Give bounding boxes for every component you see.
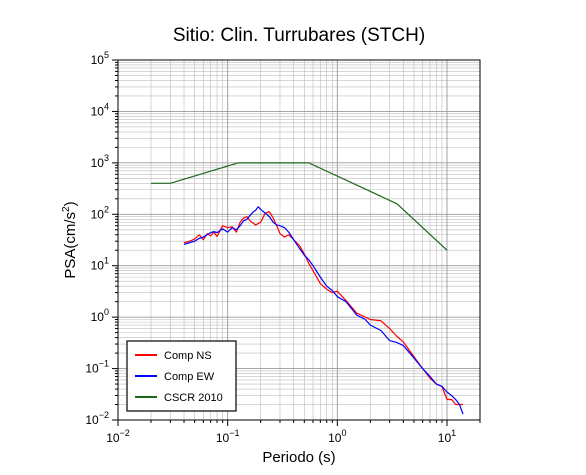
y-axis-label-sup: 2	[61, 206, 72, 212]
grid-minor	[118, 60, 481, 420]
legend-label: Comp EW	[164, 371, 215, 383]
series-line-cscr-2010	[151, 162, 448, 251]
y-axis-label-main: PSA(cm/s	[62, 212, 79, 279]
y-axis-label: PSA(cm/s2)	[61, 201, 79, 278]
y-tick-label: 104	[91, 101, 109, 118]
y-tick-label: 10−2	[85, 410, 109, 427]
y-axis-label-tail: )	[62, 201, 79, 206]
y-tick-label: 103	[91, 153, 109, 170]
legend: Comp NS Comp EW CSCR 2010	[126, 340, 237, 412]
legend-label: Comp NS	[164, 350, 212, 362]
legend-label: CSCR 2010	[164, 392, 223, 404]
y-tick-label: 105	[91, 50, 109, 67]
x-axis-ticks: 10−2 10−1 100 101	[106, 420, 481, 445]
x-tick-label: 100	[328, 428, 346, 445]
chart-title: Sitio: Clin. Turrubares (STCH)	[173, 25, 425, 46]
series-line-comp-ew	[183, 206, 464, 415]
y-tick-label: 102	[91, 204, 109, 221]
y-tick-label: 101	[91, 256, 109, 273]
x-tick-label: 10−2	[106, 428, 130, 445]
y-tick-label: 100	[91, 307, 109, 324]
y-tick-label: 10−1	[85, 359, 109, 376]
y-axis-ticks: 10−2 10−1 100 101 102 103 104 105	[85, 50, 118, 427]
x-tick-label: 10−1	[216, 428, 240, 445]
series-layer	[151, 162, 464, 415]
x-axis-label: Periodo (s)	[262, 449, 335, 466]
plot-frame	[117, 59, 481, 421]
x-tick-label: 101	[438, 428, 456, 445]
